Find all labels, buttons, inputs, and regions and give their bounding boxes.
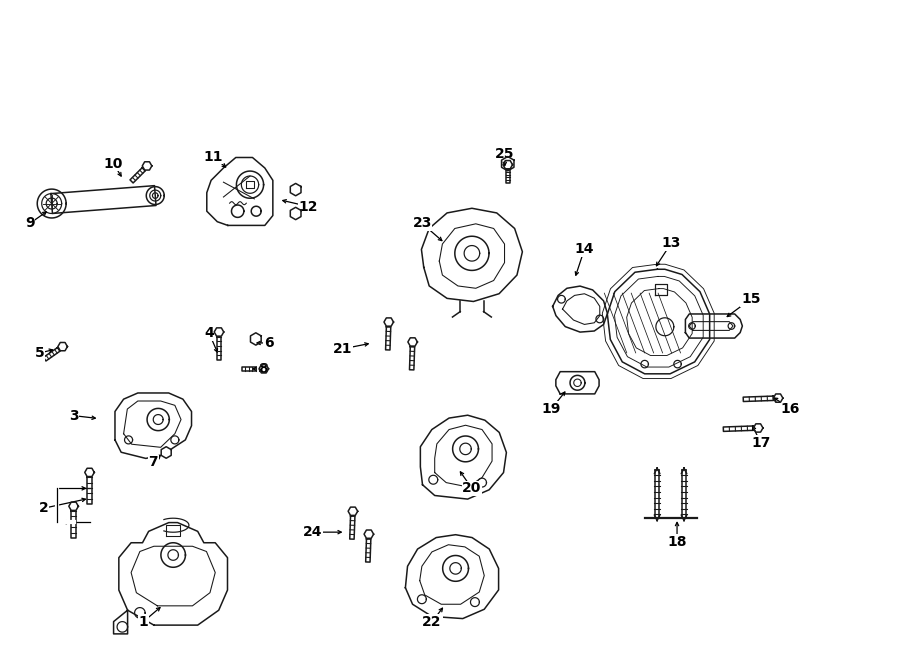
Polygon shape (259, 365, 268, 373)
Polygon shape (686, 314, 742, 338)
Polygon shape (503, 161, 512, 169)
Polygon shape (87, 477, 92, 504)
Text: 2: 2 (39, 501, 49, 516)
Text: 6: 6 (264, 336, 274, 350)
Text: 13: 13 (662, 237, 680, 251)
Polygon shape (501, 157, 514, 171)
Text: 22: 22 (422, 615, 442, 629)
Polygon shape (405, 535, 499, 619)
Polygon shape (743, 396, 773, 401)
Polygon shape (51, 186, 156, 214)
Polygon shape (119, 523, 228, 625)
Text: 5: 5 (35, 346, 45, 360)
Polygon shape (130, 168, 145, 183)
Polygon shape (420, 415, 507, 499)
Polygon shape (291, 183, 301, 196)
Text: 17: 17 (751, 436, 770, 449)
Text: 16: 16 (781, 402, 800, 416)
Polygon shape (58, 342, 68, 351)
Polygon shape (385, 327, 391, 350)
Polygon shape (43, 348, 60, 361)
Polygon shape (408, 338, 418, 346)
Polygon shape (250, 332, 261, 345)
Text: 4: 4 (204, 326, 214, 340)
Text: 9: 9 (25, 216, 34, 231)
Polygon shape (291, 208, 301, 219)
Polygon shape (724, 426, 753, 432)
Polygon shape (608, 269, 710, 374)
Polygon shape (68, 502, 78, 510)
Text: 19: 19 (542, 402, 562, 416)
Polygon shape (556, 371, 599, 394)
Polygon shape (85, 468, 94, 477)
Text: 18: 18 (667, 535, 687, 549)
Text: 23: 23 (412, 216, 432, 231)
Text: 25: 25 (495, 147, 515, 161)
Text: 3: 3 (68, 408, 78, 422)
Text: 24: 24 (302, 525, 322, 539)
Polygon shape (773, 394, 783, 403)
Polygon shape (71, 511, 76, 538)
Text: 12: 12 (299, 200, 319, 214)
Polygon shape (161, 447, 171, 458)
Text: 10: 10 (104, 157, 123, 171)
Text: 20: 20 (463, 481, 482, 495)
Polygon shape (410, 346, 415, 370)
Text: 14: 14 (575, 243, 594, 256)
Polygon shape (506, 169, 510, 182)
Polygon shape (421, 208, 522, 301)
Polygon shape (384, 318, 393, 326)
Text: 1: 1 (139, 615, 148, 629)
Polygon shape (553, 286, 608, 332)
Polygon shape (364, 530, 373, 538)
Text: 15: 15 (741, 292, 760, 306)
Polygon shape (207, 157, 273, 225)
Polygon shape (348, 507, 357, 516)
Text: 11: 11 (203, 150, 223, 164)
Polygon shape (115, 393, 192, 459)
Text: 8: 8 (258, 362, 267, 376)
Polygon shape (753, 424, 763, 432)
Text: 7: 7 (148, 455, 158, 469)
Text: 21: 21 (333, 342, 352, 356)
Polygon shape (217, 336, 221, 360)
Polygon shape (142, 162, 152, 170)
Polygon shape (214, 328, 224, 336)
Polygon shape (350, 516, 355, 539)
Polygon shape (242, 367, 259, 371)
Polygon shape (365, 539, 371, 562)
